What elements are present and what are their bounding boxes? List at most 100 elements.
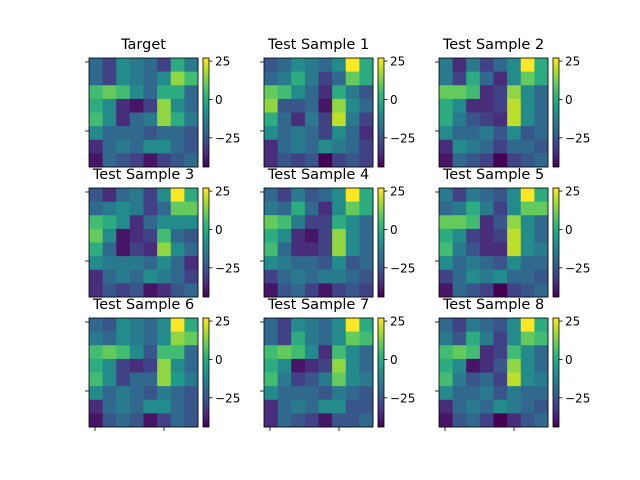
heatmap-cell — [493, 399, 508, 414]
heatmap-cell — [452, 256, 467, 271]
heatmap-cell — [507, 71, 522, 86]
subplot-title: Test Sample 6 — [92, 297, 194, 313]
heatmap-cell — [116, 256, 131, 271]
heatmap-cell — [507, 215, 522, 230]
heatmap-cell — [439, 318, 454, 333]
heatmap-cell — [143, 112, 158, 127]
heatmap-cell — [116, 358, 131, 373]
heatmap-cell — [184, 112, 199, 127]
heatmap-cell — [534, 98, 549, 113]
heatmap-cell — [170, 228, 185, 243]
heatmap-cell — [452, 242, 467, 257]
heatmap-cell — [318, 283, 333, 298]
axes-frame — [438, 187, 549, 298]
heatmap-cell — [479, 153, 494, 168]
heatmap-cell — [129, 372, 144, 387]
heatmap-cell — [184, 283, 199, 298]
heatmap-cell — [439, 399, 454, 414]
heatmap-cell — [264, 269, 279, 284]
heatmap-cell — [143, 399, 158, 414]
heatmap-cell — [345, 256, 360, 271]
heatmap-cell — [304, 228, 319, 243]
heatmap-cell — [318, 85, 333, 100]
heatmap-cell — [534, 85, 549, 100]
heatmap-cell — [318, 71, 333, 86]
heatmap-cell — [89, 345, 104, 360]
heatmap-cell — [359, 139, 374, 154]
heatmap-cell — [534, 153, 549, 168]
heatmap-cell — [507, 85, 522, 100]
heatmap-cell — [493, 283, 508, 298]
colorbar-tick-label: 0 — [215, 93, 223, 107]
heatmap-cell — [345, 269, 360, 284]
heatmap-cell — [507, 269, 522, 284]
heatmap-cell — [359, 358, 374, 373]
heatmap-cell — [345, 98, 360, 113]
colorbar-tick-label: 0 — [565, 93, 573, 107]
heatmap-cell — [89, 215, 104, 230]
heatmap-cell — [345, 242, 360, 257]
heatmap-cell — [359, 228, 374, 243]
heatmap-cell — [116, 413, 131, 428]
heatmap-cell — [452, 331, 467, 346]
heatmap-cell — [291, 345, 306, 360]
heatmap-cell — [359, 126, 374, 141]
heatmap-cell — [332, 126, 347, 141]
heatmap-cell — [332, 153, 347, 168]
heatmap-cell — [89, 269, 104, 284]
heatmap-cell — [102, 85, 117, 100]
subplot-4: Test Sample 3 25 0 −25 — [85, 167, 240, 298]
heatmap-cell — [304, 386, 319, 401]
heatmap-cell — [439, 228, 454, 243]
heatmap-cell — [507, 98, 522, 113]
heatmap-cell — [277, 413, 292, 428]
heatmap-cell — [264, 331, 279, 346]
heatmap-cell — [534, 228, 549, 243]
heatmap-cell — [304, 153, 319, 168]
heatmap-cell — [277, 71, 292, 86]
heatmap-cell — [143, 98, 158, 113]
heatmap-cell — [318, 386, 333, 401]
heatmap-cell — [291, 228, 306, 243]
heatmap-cell — [129, 242, 144, 257]
heatmap-cell — [345, 318, 360, 333]
heatmap-cell — [184, 215, 199, 230]
heatmap-cell — [170, 331, 185, 346]
heatmap-cell — [493, 85, 508, 100]
heatmap-cell — [116, 85, 131, 100]
heatmap-cell — [479, 98, 494, 113]
heatmap-cell — [507, 188, 522, 203]
heatmap-cell — [170, 126, 185, 141]
heatmap-cell — [318, 413, 333, 428]
heatmap-cell — [318, 242, 333, 257]
heatmap-cell — [520, 256, 535, 271]
heatmap-cell — [304, 413, 319, 428]
axes-frame — [438, 317, 549, 428]
heatmap-cell — [129, 71, 144, 86]
heatmap-cell — [116, 228, 131, 243]
heatmap-cell — [184, 413, 199, 428]
heatmap-cell — [304, 399, 319, 414]
heatmap-cell — [493, 201, 508, 216]
heatmap-cell — [479, 215, 494, 230]
heatmap-cell — [143, 269, 158, 284]
heatmap-cell — [291, 71, 306, 86]
colorbar-tick-label: −25 — [390, 131, 415, 145]
heatmap-cell — [493, 269, 508, 284]
colorbar-tick-label: −25 — [215, 261, 240, 275]
heatmap-cell — [116, 283, 131, 298]
heatmap-cell — [534, 345, 549, 360]
heatmap-cell — [439, 112, 454, 127]
heatmap-cell — [452, 126, 467, 141]
heatmap-cell — [493, 126, 508, 141]
heatmap-cell — [304, 283, 319, 298]
heatmap-cell — [345, 399, 360, 414]
heatmap-cell — [520, 201, 535, 216]
heatmap-cell — [277, 188, 292, 203]
heatmap-cell — [170, 256, 185, 271]
heatmap-cell — [116, 201, 131, 216]
heatmap-cell — [439, 215, 454, 230]
heatmap-cell — [291, 256, 306, 271]
heatmap-cell — [332, 256, 347, 271]
heatmap-cell — [157, 318, 172, 333]
